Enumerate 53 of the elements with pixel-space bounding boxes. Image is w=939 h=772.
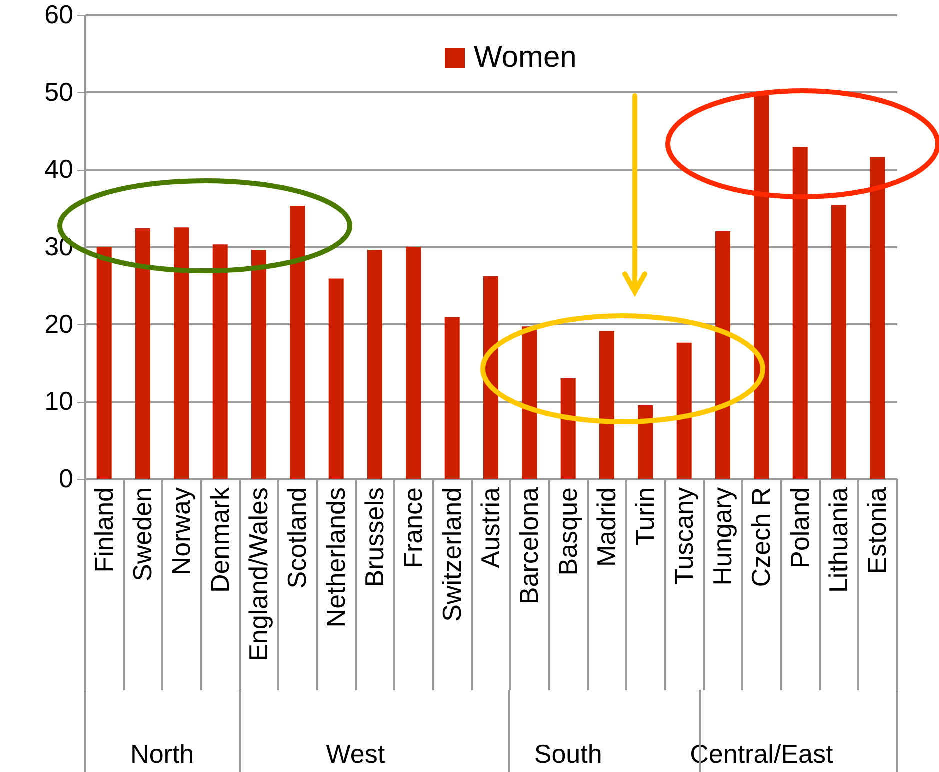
x-tick-label: Scotland <box>282 488 312 589</box>
bar <box>328 278 344 479</box>
bar <box>870 157 886 479</box>
x-tick-label: Finland <box>88 488 119 573</box>
x-tick-label: Barcelona <box>514 486 544 605</box>
x-tick-label: Estonia <box>862 486 892 574</box>
bar <box>600 331 614 479</box>
x-tick-label: Sweden <box>128 488 158 582</box>
x-tick-label: Switzerland <box>436 488 467 622</box>
y-tick-label: 50 <box>44 76 74 107</box>
bar <box>522 326 538 479</box>
bar <box>406 247 422 479</box>
x-tick-label: England/Wales <box>244 488 274 662</box>
x-tick-label: Brussels <box>360 488 390 588</box>
x-tick-label: Tuscany <box>668 488 699 585</box>
bar <box>638 406 654 479</box>
x-tick-label: Hungary <box>708 488 738 586</box>
bar <box>212 244 228 479</box>
x-tick-label: Basque <box>552 488 583 576</box>
x-tick-label: Czech R <box>746 488 776 588</box>
bar <box>136 228 150 479</box>
x-tick-label: Austria <box>476 486 506 568</box>
bar <box>252 250 266 479</box>
y-tick-label: 40 <box>44 154 74 184</box>
bar <box>96 247 112 479</box>
bar <box>792 147 808 479</box>
x-tick-label: Norway <box>166 488 196 576</box>
text: North <box>130 739 194 769</box>
x-tick-label: Turin <box>630 488 660 546</box>
x-tick-label: Netherlands <box>320 488 351 628</box>
x-tick-label: Madrid <box>592 488 622 567</box>
bar <box>444 317 460 479</box>
bar <box>754 93 770 479</box>
y-tick-label: 10 <box>44 386 74 416</box>
y-tick-label: 20 <box>44 308 74 339</box>
x-tick-label: Poland <box>784 488 815 568</box>
y-tick-label: 0 <box>59 464 74 494</box>
bar <box>174 228 190 479</box>
bar <box>676 342 692 479</box>
x-tick-label: Lithuania <box>824 486 854 594</box>
y-tick-label: 60 <box>44 0 74 30</box>
legend-label: Women <box>474 41 577 74</box>
x-tick-label: France <box>398 488 428 568</box>
bar <box>716 232 730 479</box>
bar <box>560 378 576 479</box>
text: Central/East <box>690 739 834 769</box>
text: South <box>534 739 602 769</box>
bar <box>290 206 306 479</box>
bar <box>368 250 382 479</box>
bar <box>484 276 498 479</box>
bar <box>832 205 846 479</box>
x-tick-label: Denmark <box>204 486 235 593</box>
text: West <box>326 739 386 769</box>
